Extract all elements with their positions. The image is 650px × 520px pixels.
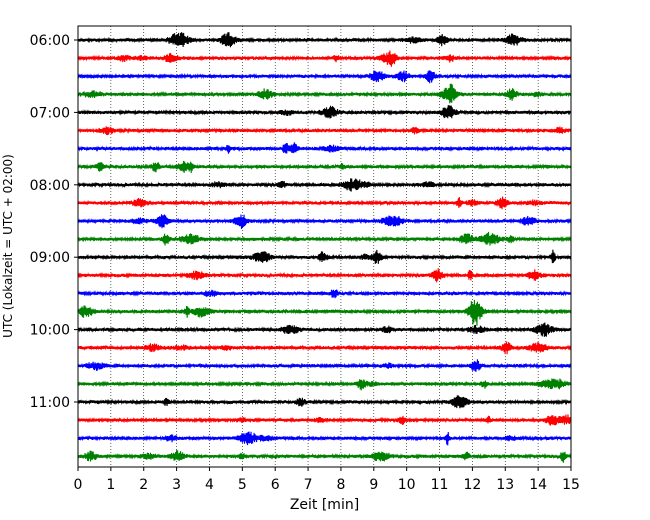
trace-0615 <box>77 50 572 67</box>
trace-lines <box>77 32 572 463</box>
trace-0845 <box>77 231 572 246</box>
trace-0930 <box>77 289 572 299</box>
trace-0715 <box>77 126 572 136</box>
x-tick-label: 10 <box>398 477 416 493</box>
trace-1115 <box>77 414 572 426</box>
y-tick-label: 11:00 <box>30 395 70 411</box>
x-tick-label: 11 <box>431 477 449 493</box>
trace-0800 <box>77 178 572 192</box>
y-tick-label: 08:00 <box>30 178 70 194</box>
trace-0630 <box>77 70 572 84</box>
trace-1030 <box>77 359 572 372</box>
x-tick-label: 13 <box>496 477 514 493</box>
trace-1130 <box>77 431 572 446</box>
trace-0945 <box>77 299 572 326</box>
y-tick-label: 10:00 <box>30 323 70 339</box>
x-tick-label: 15 <box>562 477 580 493</box>
plot-frame <box>77 25 572 468</box>
trace-0815 <box>77 196 572 210</box>
x-tick-label: 9 <box>369 477 378 493</box>
trace-0700 <box>77 105 572 119</box>
trace-0730 <box>77 142 572 154</box>
x-tick-label: 2 <box>139 477 148 493</box>
x-tick-label: 1 <box>106 477 115 493</box>
x-tick-label: 0 <box>74 477 83 493</box>
y-tick-label: 06:00 <box>30 33 70 49</box>
x-axis-label: Zeit [min] <box>290 497 359 513</box>
trace-1000 <box>77 322 572 337</box>
x-tick-label: 6 <box>271 477 280 493</box>
trace-0745 <box>77 160 572 174</box>
trace-1100 <box>77 395 572 409</box>
trace-1015 <box>77 341 572 355</box>
y-axis-label: UTC (Lokalzeit = UTC + 02:00) <box>1 154 15 338</box>
trace-0830 <box>77 214 572 229</box>
x-axis-ticks: 0 1 2 3 4 5 6 7 8 9 10 11 12 13 14 15 <box>74 467 580 493</box>
x-tick-label: 3 <box>172 477 181 493</box>
x-tick-label: 12 <box>463 477 481 493</box>
trace-0600 <box>77 32 572 48</box>
x-tick-label: 8 <box>336 477 345 493</box>
x-tick-label: 14 <box>529 477 547 493</box>
x-tick-label: 7 <box>304 477 313 493</box>
y-axis-ticks: 06:00 07:00 08:00 09:00 10:00 11:00 <box>30 33 78 411</box>
x-tick-label: 4 <box>205 477 214 493</box>
trace-0645 <box>77 83 572 104</box>
trace-0900 <box>77 249 572 264</box>
y-tick-label: 07:00 <box>30 105 70 121</box>
trace-1045 <box>77 378 572 391</box>
y-tick-label: 09:00 <box>30 250 70 266</box>
x-tick-label: 5 <box>238 477 247 493</box>
trace-1145 <box>77 450 572 463</box>
trace-0915 <box>77 268 572 283</box>
